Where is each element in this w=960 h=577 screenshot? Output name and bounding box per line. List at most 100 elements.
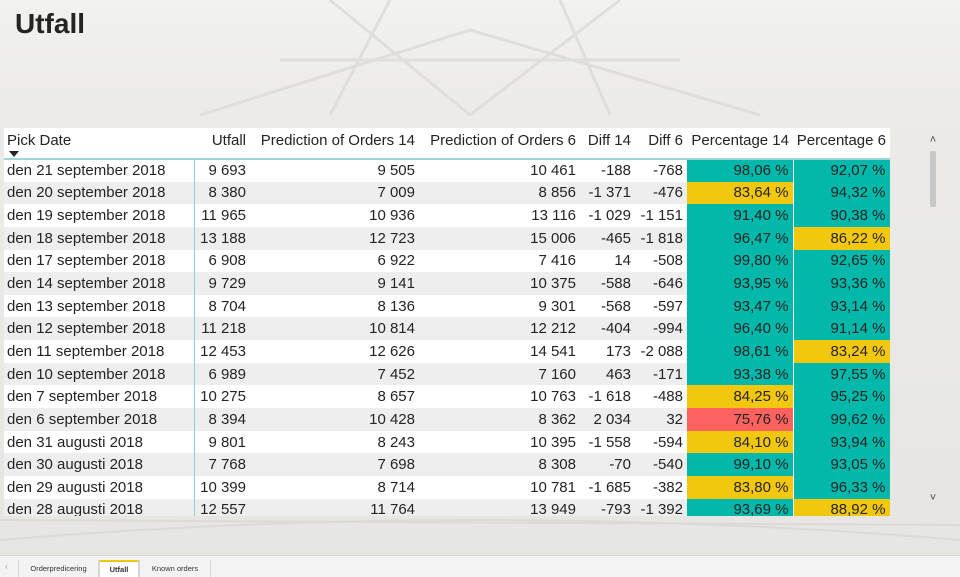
cell-percentage-14: 84,10 % [687,430,794,454]
cell-percentage-6: 93,36 % [793,272,890,295]
cell-diff-14: 2 034 [580,408,635,431]
cell-percentage-14: 83,80 % [687,475,794,499]
column-header-percentage-6[interactable]: Percentage 6 [793,128,890,160]
table-row[interactable]: den 30 augusti 2018 7 768 7 698 8 308 -70 -54… [4,453,890,476]
cell-percentage-14: 98,06 % [687,159,794,182]
data-table-visual[interactable]: Pick Date Utfall Prediction of Orders 14… [4,128,890,516]
table-row[interactable]: den 31 augusti 2018 9 801 8 243 10 395 -1 55… [4,430,890,454]
cell-prediction-14: 10 814 [250,317,419,341]
table-row[interactable]: den 20 september 2018 8 380 7 009 8 856 -1 3… [4,181,890,205]
cell-prediction-6: 10 461 [419,159,580,182]
column-header-diff-6[interactable]: Diff 6 [635,128,687,160]
page-tab-bar: ‹ Orderpredicering Utfall Known orders [0,555,960,577]
cell-utfall: 10 275 [194,385,250,409]
cell-percentage-6: 94,32 % [793,181,890,205]
cell-pick-date: den 21 september 2018 [4,159,195,182]
cell-percentage-6: 92,07 % [793,159,890,182]
cell-percentage-6: 95,25 % [793,385,890,409]
cell-percentage-6: 93,14 % [793,294,890,318]
cell-percentage-14: 93,38 % [687,362,794,386]
sort-descending-icon [9,151,19,157]
cell-pick-date: den 14 september 2018 [4,272,195,295]
cell-prediction-6: 13 116 [419,204,580,227]
cell-pick-date: den 18 september 2018 [4,226,195,250]
cell-utfall: 9 729 [194,272,250,295]
cell-pick-date: den 20 september 2018 [4,181,195,205]
cell-prediction-14: 7 452 [250,362,419,386]
cell-utfall: 13 188 [194,226,250,250]
table-scrollbar[interactable]: ˄ ˅ [925,133,941,507]
cell-pick-date: den 30 augusti 2018 [4,453,195,476]
cell-percentage-6: 88,92 % [793,498,890,516]
column-header-utfall[interactable]: Utfall [194,128,250,160]
tab-utfall[interactable]: Utfall [99,560,139,577]
cell-prediction-6: 8 856 [419,181,580,205]
cell-utfall: 8 380 [194,181,250,205]
cell-diff-14: 173 [580,340,635,363]
cell-prediction-14: 10 428 [250,408,419,431]
column-header-prediction-6[interactable]: Prediction of Orders 6 [419,128,580,160]
cell-utfall: 8 394 [194,408,250,431]
table-row[interactable]: den 11 september 2018 12 453 12 626 14 541 1… [4,340,890,363]
cell-utfall: 11 965 [194,204,250,227]
cell-diff-14: -1 029 [580,204,635,227]
table-row[interactable]: den 12 september 2018 11 218 10 814 12 212-… [4,317,890,341]
cell-prediction-6: 10 781 [419,475,580,499]
cell-prediction-14: 9 141 [250,272,419,295]
table-row[interactable]: den 28 augusti 2018 12 557 11 764 13 949 -79… [4,498,890,516]
page-title: Utfall [15,8,85,39]
chevron-down-icon[interactable]: ˅ [929,492,937,504]
tab-known-orders[interactable]: Known orders [139,560,211,577]
cell-prediction-14: 8 243 [250,430,419,454]
column-header-diff-14[interactable]: Diff 14 [580,128,635,160]
table-row[interactable]: den 6 september 2018 8 394 10 428 8 362 2 03… [4,408,890,431]
column-header-pick-date[interactable]: Pick Date [4,128,194,160]
cell-diff-14: -1 618 [580,385,635,409]
cell-diff-6: -540 [635,453,687,476]
cell-percentage-6: 93,05 % [793,453,890,476]
cell-diff-6: -508 [635,249,687,273]
cell-prediction-6: 10 395 [419,430,580,454]
cell-utfall: 10 399 [194,475,250,499]
cell-utfall: 6 908 [194,249,250,273]
cell-utfall: 8 704 [194,294,250,318]
table-row[interactable]: den 21 september 2018 9 693 9 505 10 461 -18… [4,159,890,182]
cell-diff-14: -588 [580,272,635,295]
cell-diff-6: -768 [635,159,687,182]
cell-prediction-6: 14 541 [419,340,580,363]
cell-utfall: 7 768 [194,453,250,476]
cell-percentage-6: 90,38 % [793,204,890,227]
cell-percentage-14: 91,40 % [687,204,794,227]
cell-diff-14: -1 371 [580,181,635,205]
table-row[interactable]: den 7 september 2018 10 275 8 657 10 763 -1 … [4,385,890,409]
cell-pick-date: den 7 september 2018 [4,385,195,409]
cell-percentage-14: 93,47 % [687,294,794,318]
column-header-prediction-14[interactable]: Prediction of Orders 14 [250,128,419,160]
cell-percentage-6: 83,24 % [793,340,890,363]
table-row[interactable]: den 10 september 2018 6 989 7 452 7 160 463-… [4,362,890,386]
cell-prediction-6: 15 006 [419,226,580,250]
chevron-up-icon[interactable]: ˄ [929,134,937,146]
column-header-percentage-14[interactable]: Percentage 14 [687,128,793,160]
cell-diff-14: 463 [580,362,635,386]
cell-diff-14: -404 [580,317,635,341]
cell-diff-6: -488 [635,385,687,409]
table-row[interactable]: den 14 september 2018 9 729 9 141 10 375 -58… [4,272,890,295]
chevron-left-icon[interactable]: ‹ [5,562,8,571]
table-row[interactable]: den 17 september 2018 6 908 6 922 7 416 14 -5… [4,249,890,273]
cell-diff-14: 14 [580,249,635,273]
table-row[interactable]: den 19 september 2018 11 965 10 936 13 116-… [4,204,890,227]
cell-prediction-6: 10 763 [419,385,580,409]
cell-percentage-14: 93,69 % [687,498,794,516]
tab-orderpredicering[interactable]: Orderpredicering [18,560,99,577]
cell-prediction-14: 7 009 [250,181,419,205]
cell-diff-14: -1 558 [580,430,635,454]
cell-pick-date: den 6 september 2018 [4,408,195,431]
cell-pick-date: den 29 augusti 2018 [4,475,195,499]
table-row[interactable]: den 13 september 2018 8 704 8 136 9 301 -568… [4,294,890,318]
cell-diff-6: -994 [635,317,687,341]
scroll-thumb[interactable] [930,151,936,207]
table-row[interactable]: den 18 september 2018 13 188 12 723 15 006-… [4,226,890,250]
table-row[interactable]: den 29 augusti 2018 10 399 8 714 10 781 -1 6… [4,475,890,499]
cell-diff-6: -382 [635,475,687,499]
